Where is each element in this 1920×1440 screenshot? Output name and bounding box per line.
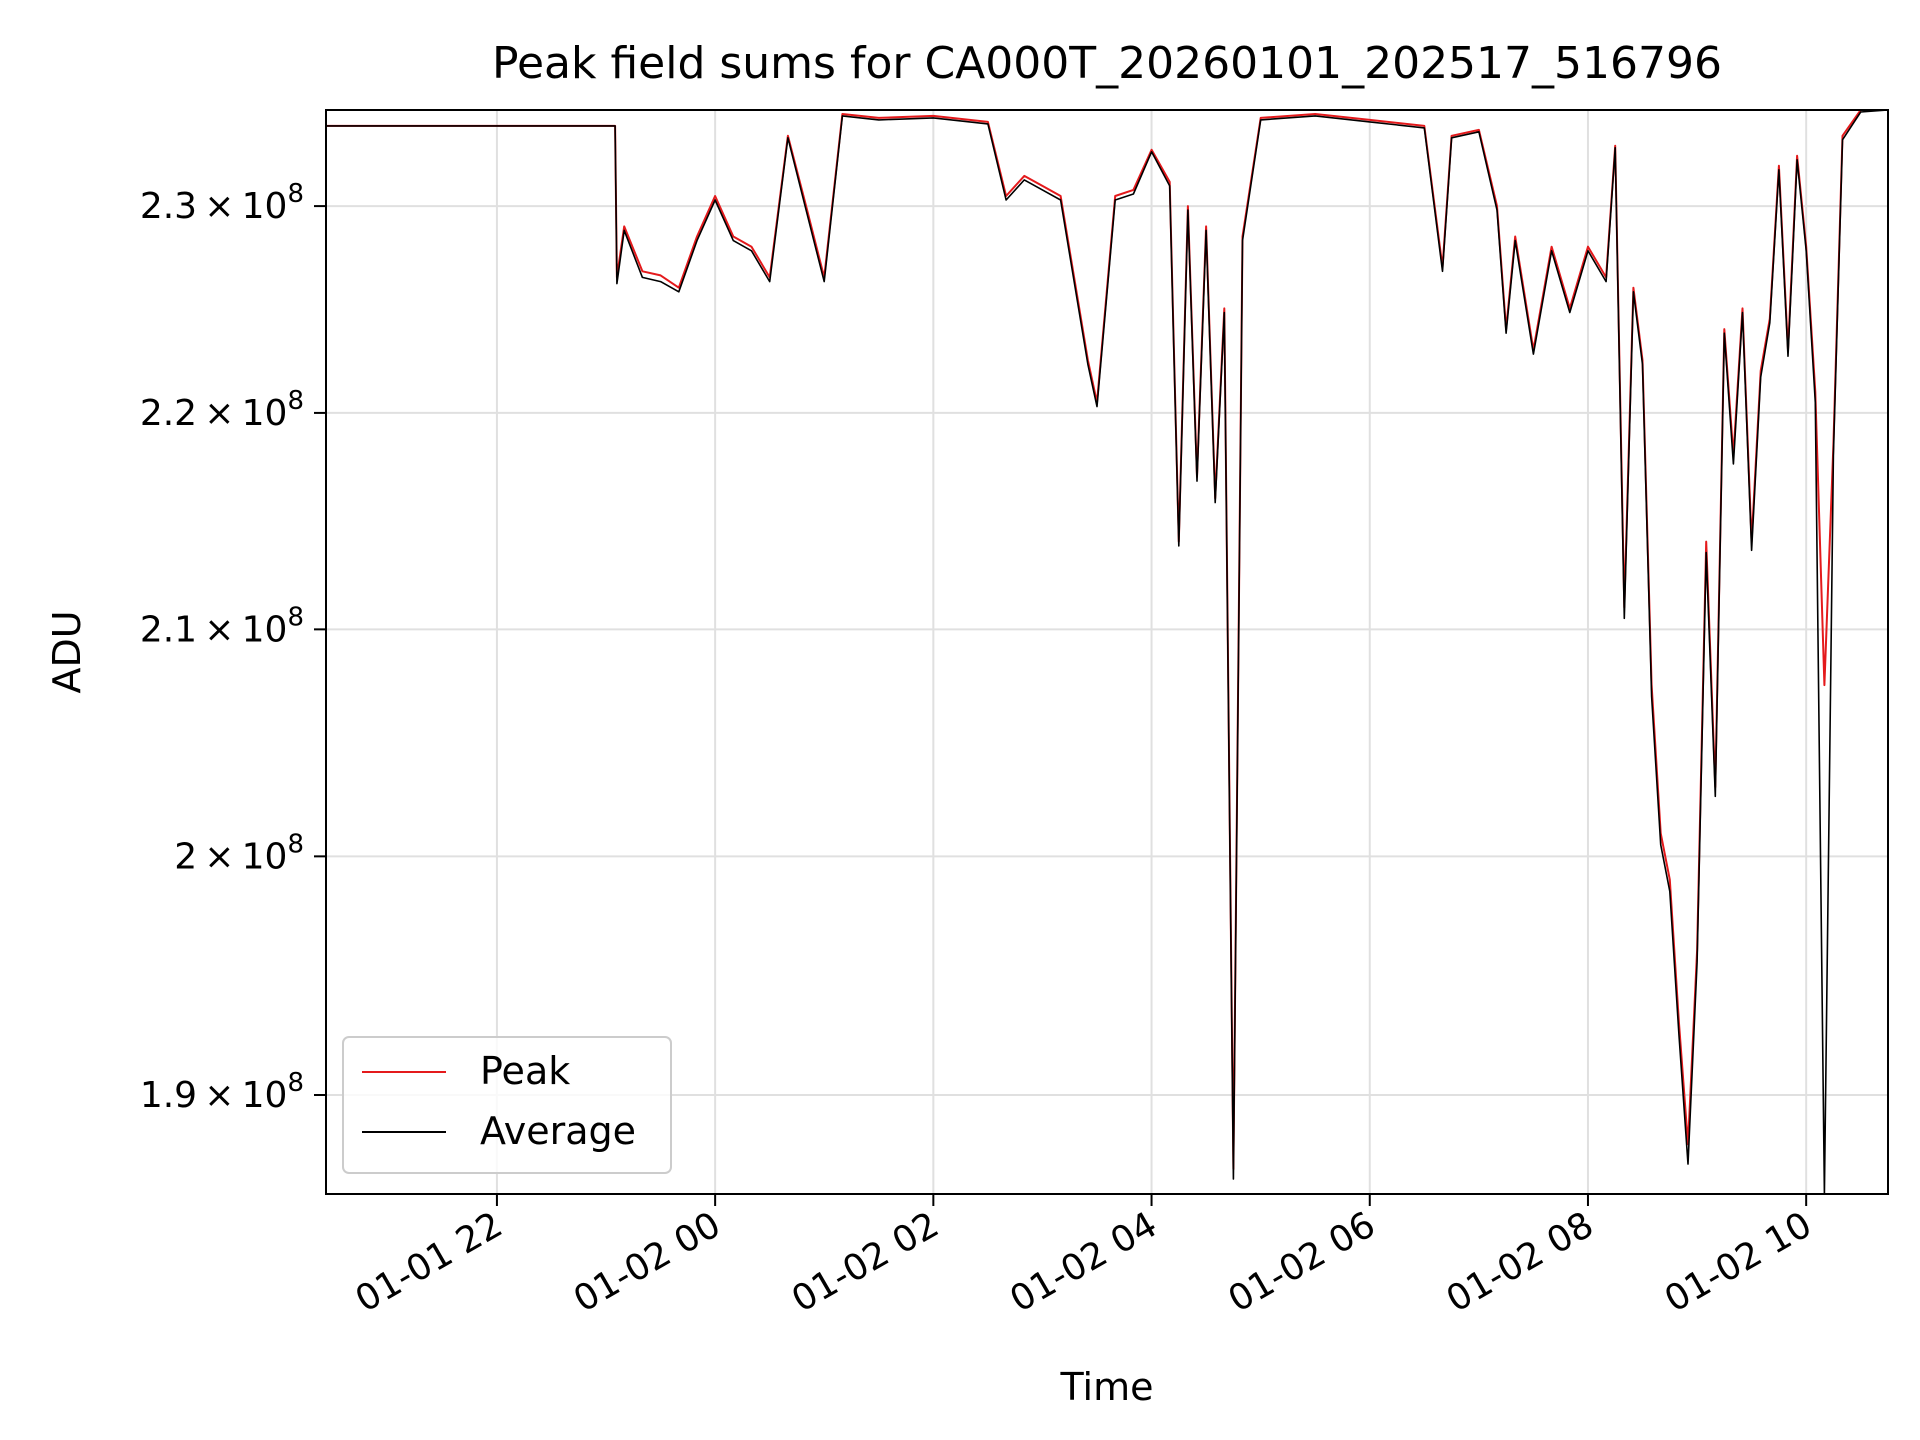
y-tick-base-4: 10 [242,186,288,227]
legend: Peak Average [342,1036,672,1174]
y-tick-exponent-3: 8 [287,386,304,416]
y-tick-times-3: × [197,393,242,434]
y-tick-label-0: 1.9 × 108 [140,1068,304,1116]
grid [326,110,1888,1194]
y-tick-mantissa-4: 2.3 [140,186,197,227]
plot-area [326,110,1888,1194]
legend-label-peak: Peak [480,1049,570,1093]
y-tick-label-3: 2.2 × 108 [140,386,304,434]
x-axis-label: Time [1060,1365,1154,1409]
y-tick-times-1: × [197,836,242,877]
y-tick-label-2: 2.1 × 108 [140,602,304,650]
y-tick-exponent-1: 8 [287,829,304,859]
y-tick-exponent-2: 8 [287,602,304,632]
y-tick-mantissa-3: 2.2 [140,393,197,434]
y-tick-mantissa-1: 2 [174,836,197,877]
y-tick-times-0: × [197,1075,242,1116]
y-tick-exponent-0: 8 [287,1068,304,1098]
y-tick-base-1: 10 [242,836,288,877]
y-tick-times-2: × [197,609,242,650]
y-tick-label-1: 2 × 108 [174,829,304,877]
y-tick-mantissa-2: 2.1 [140,609,197,650]
y-axis-label: ADU [45,610,89,693]
y-tick-label-4: 2.3 × 108 [140,179,304,227]
y-tick-times-4: × [197,186,242,227]
y-tick-mantissa-0: 1.9 [140,1075,197,1116]
series-line-average [326,110,1888,1194]
y-tick-base-2: 10 [242,609,288,650]
y-tick-exponent-4: 8 [287,179,304,209]
legend-label-average: Average [480,1109,636,1153]
chart-title: Peak field sums for CA000T_20260101_2025… [492,38,1722,89]
plot-frame [325,109,1889,1195]
y-tick-base-3: 10 [242,393,288,434]
y-tick-base-0: 10 [242,1075,288,1116]
